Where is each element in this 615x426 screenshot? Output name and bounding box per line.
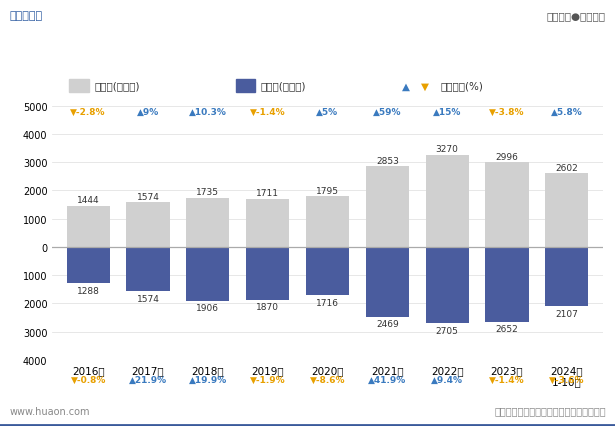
Bar <box>66 207 109 248</box>
Bar <box>366 248 409 317</box>
Bar <box>127 248 170 292</box>
Text: ▲41.9%: ▲41.9% <box>368 375 407 384</box>
Text: ▲: ▲ <box>402 81 410 91</box>
Text: 2016-2024年10月山东省(境内目的地/货源地)进、出口额: 2016-2024年10月山东省(境内目的地/货源地)进、出口额 <box>165 43 450 59</box>
Text: 2853: 2853 <box>376 156 399 165</box>
Text: 1444: 1444 <box>77 196 100 205</box>
Text: 1870: 1870 <box>256 302 279 311</box>
Text: 2996: 2996 <box>496 152 518 161</box>
Text: 同比增长(%): 同比增长(%) <box>440 81 483 91</box>
Bar <box>186 199 229 248</box>
Text: ▼-3.8%: ▼-3.8% <box>489 107 525 116</box>
Text: ▼-8.6%: ▼-8.6% <box>310 375 345 384</box>
Text: ▲9%: ▲9% <box>137 107 159 116</box>
Bar <box>306 197 349 248</box>
Text: ▲15%: ▲15% <box>433 107 461 116</box>
Text: 2652: 2652 <box>496 324 518 333</box>
Text: 1288: 1288 <box>77 286 100 295</box>
Bar <box>246 199 289 248</box>
Text: ▲19.9%: ▲19.9% <box>189 375 227 384</box>
Text: 专业严谨●客观科学: 专业严谨●客观科学 <box>547 11 606 21</box>
Text: 1574: 1574 <box>137 294 159 303</box>
Bar <box>485 163 528 248</box>
Text: ▼-2.8%: ▼-2.8% <box>71 107 106 116</box>
Bar <box>69 79 89 93</box>
Bar <box>236 79 255 93</box>
Bar <box>186 248 229 301</box>
Bar <box>546 248 589 307</box>
Bar <box>246 248 289 300</box>
Bar <box>127 203 170 248</box>
Text: ▼: ▼ <box>421 81 429 91</box>
Text: 华经情报网: 华经情报网 <box>9 11 42 21</box>
Text: ▼-1.9%: ▼-1.9% <box>250 375 285 384</box>
Text: 1574: 1574 <box>137 192 159 201</box>
Text: 2107: 2107 <box>555 309 578 318</box>
Bar <box>306 248 349 296</box>
Text: ▲5.8%: ▲5.8% <box>551 107 582 116</box>
Text: www.huaon.com: www.huaon.com <box>9 406 90 416</box>
Text: 2705: 2705 <box>435 326 459 335</box>
Text: ▲59%: ▲59% <box>373 107 402 116</box>
Bar <box>66 248 109 284</box>
Text: ▲9.4%: ▲9.4% <box>431 375 463 384</box>
Bar <box>426 248 469 323</box>
Text: 1711: 1711 <box>256 188 279 197</box>
Text: ▼-1.4%: ▼-1.4% <box>489 375 525 384</box>
Text: 1906: 1906 <box>196 303 220 312</box>
Bar <box>485 248 528 322</box>
Text: 3270: 3270 <box>435 144 459 153</box>
Text: ▼-0.8%: ▼-0.8% <box>71 375 106 384</box>
Text: 2602: 2602 <box>555 163 578 173</box>
Text: 数据来源：中国海关、华经产业研究院整理: 数据来源：中国海关、华经产业研究院整理 <box>494 406 606 416</box>
Text: 出口额(亿美元): 出口额(亿美元) <box>95 81 140 91</box>
Text: 1795: 1795 <box>316 186 339 195</box>
Bar <box>366 167 409 248</box>
Text: ▼-3.6%: ▼-3.6% <box>549 375 584 384</box>
Text: 1735: 1735 <box>196 188 220 197</box>
Text: ▲5%: ▲5% <box>317 107 338 116</box>
Text: 进口额(亿美元): 进口额(亿美元) <box>261 81 306 91</box>
Text: 1716: 1716 <box>316 298 339 307</box>
Text: 2469: 2469 <box>376 319 399 328</box>
Bar <box>426 155 469 248</box>
Bar <box>546 174 589 248</box>
Text: ▲10.3%: ▲10.3% <box>189 107 227 116</box>
Text: ▲21.9%: ▲21.9% <box>129 375 167 384</box>
Text: ▼-1.4%: ▼-1.4% <box>250 107 285 116</box>
